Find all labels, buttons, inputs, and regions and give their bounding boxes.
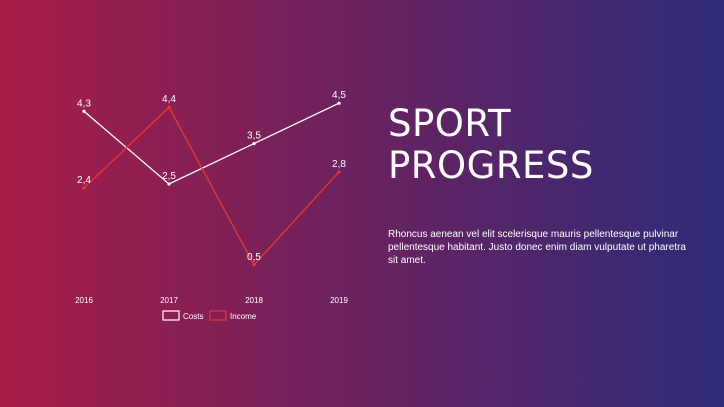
data-label: 2,4 (77, 175, 91, 186)
series-line-income (83, 106, 340, 266)
series-line-costs (83, 102, 340, 185)
data-point (337, 101, 341, 105)
data-point (82, 186, 86, 190)
x-tick-label: 2017 (160, 296, 178, 305)
x-tick-label: 2018 (245, 296, 263, 305)
data-label: 0,5 (247, 252, 261, 263)
data-label: 4,3 (77, 98, 91, 109)
x-tick-label: 2019 (330, 296, 348, 305)
legend-swatch-costs (162, 310, 180, 321)
data-point (252, 142, 256, 146)
legend-label-income: Income (230, 312, 257, 321)
data-label: 2,8 (332, 159, 346, 170)
data-point (167, 182, 171, 186)
body-text: Rhoncus aenean vel elit scelerisque maur… (388, 229, 686, 266)
data-label: 4,4 (162, 94, 176, 105)
slide-title: SPORT PROGRESS (388, 103, 594, 187)
legend-swatch-income (209, 310, 227, 321)
data-point (167, 105, 171, 109)
data-point (252, 263, 256, 267)
data-label: 3,5 (247, 131, 261, 142)
legend-label-costs: Costs (183, 312, 203, 321)
title-line-2: PROGRESS (388, 144, 594, 187)
data-label: 4,5 (332, 90, 346, 101)
x-tick-label: 2016 (75, 296, 93, 305)
title-line-1: SPORT (388, 102, 512, 145)
data-point (337, 170, 341, 174)
data-point (82, 109, 86, 113)
data-label: 2,5 (162, 171, 176, 182)
